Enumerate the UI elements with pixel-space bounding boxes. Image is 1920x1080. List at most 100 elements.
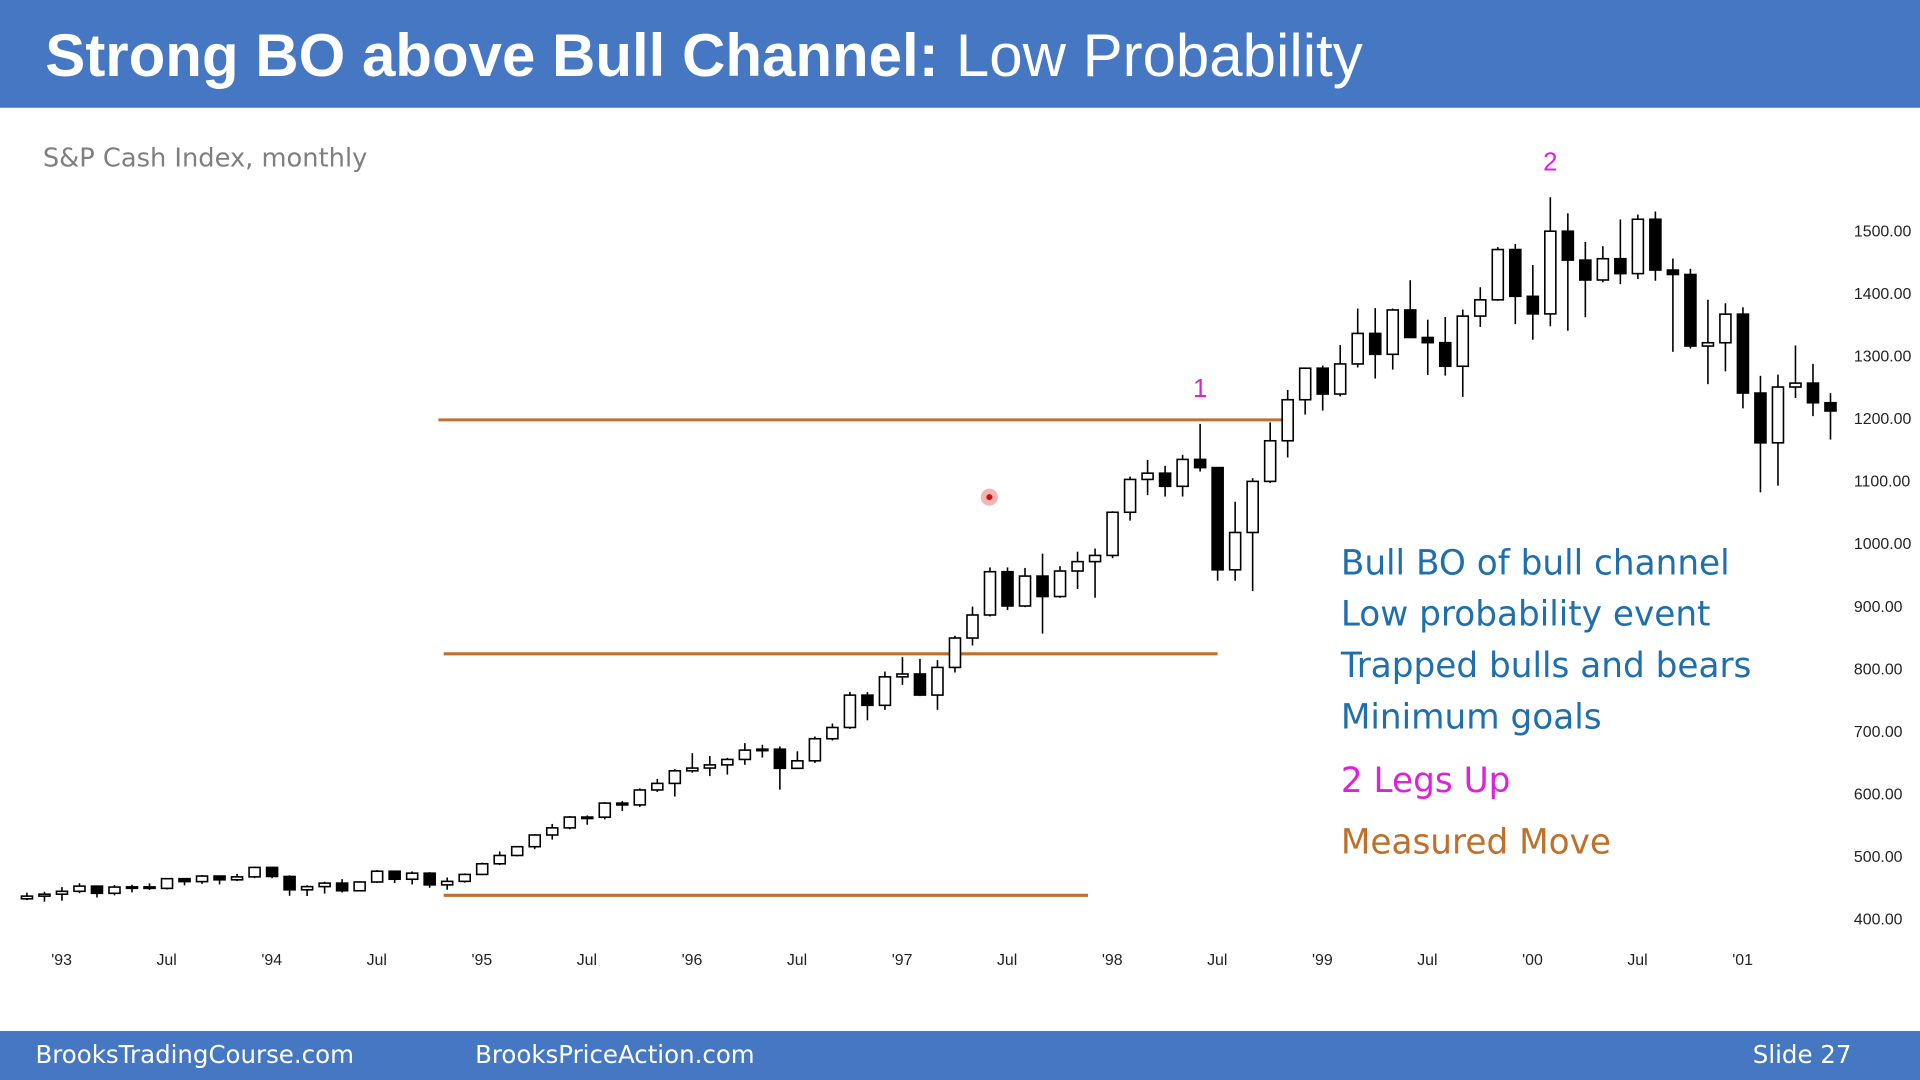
candle-body <box>73 885 86 893</box>
plot: 400.00 500.00 600.00 700.00 800.00 900.00 1000… <box>20 148 1912 969</box>
x-tick-label: '00 <box>1522 952 1543 969</box>
candle-body <box>756 748 769 752</box>
candle-body <box>843 694 857 729</box>
candle-body <box>230 876 244 881</box>
candle-body <box>1333 363 1347 395</box>
x-tick-label: '01 <box>1732 952 1753 969</box>
candle-body <box>1193 458 1207 469</box>
candle-body <box>1473 299 1487 317</box>
candle-body <box>1684 273 1697 347</box>
candle-body <box>1386 309 1400 356</box>
candle-body <box>580 816 594 820</box>
candle-body <box>1123 478 1137 514</box>
x-tick-label: '97 <box>892 952 913 969</box>
y-tick-label: 1000.00 <box>1854 536 1912 553</box>
candle-body <box>1719 313 1732 344</box>
candle-body <box>545 827 559 836</box>
header-bar <box>0 0 1920 108</box>
candle-body <box>20 895 34 900</box>
footer-left[interactable]: BrooksTradingCourse.com <box>36 1040 354 1069</box>
note-line: Trapped bulls and bears <box>1340 646 1752 686</box>
swing-label: 2 <box>1543 148 1557 176</box>
candle-body <box>861 694 874 707</box>
candle-body <box>896 673 909 678</box>
title-main: Strong BO above Bull Channel: <box>45 22 938 89</box>
candle-body <box>440 880 454 886</box>
slide-number: Slide 27 <box>1753 1040 1852 1069</box>
candle-body <box>773 748 787 770</box>
y-tick-label: 700.00 <box>1854 724 1903 741</box>
y-tick-label: 1100.00 <box>1854 474 1910 491</box>
swing-label: 1 <box>1193 375 1207 403</box>
candle-body <box>1438 341 1452 368</box>
y-tick-label: 500.00 <box>1854 849 1903 866</box>
x-tick-label: '99 <box>1312 952 1333 969</box>
candle-body <box>1491 248 1505 301</box>
candle-body <box>633 789 647 806</box>
candle-body <box>791 760 804 770</box>
candle-body <box>458 873 471 883</box>
candle-body <box>423 872 436 886</box>
cursor-dot <box>986 494 993 501</box>
candle-body <box>178 877 191 883</box>
candle-body <box>38 893 51 897</box>
candle-body <box>108 886 121 895</box>
x-tick-label: '93 <box>51 952 72 969</box>
candle-body <box>1403 309 1417 339</box>
candle-body <box>966 614 979 639</box>
candle-body <box>143 886 156 890</box>
candle-body <box>1561 230 1575 261</box>
x-tick-label: '96 <box>682 952 703 969</box>
candle-body <box>1666 269 1680 276</box>
candle-body <box>1281 398 1294 442</box>
candle-body <box>1001 570 1014 607</box>
candle-body <box>1141 472 1154 481</box>
candle-body <box>125 886 139 890</box>
candle-body <box>1158 472 1172 488</box>
candle-body <box>931 666 944 696</box>
x-tick-label: '94 <box>261 952 282 969</box>
y-tick-label: 1300.00 <box>1854 349 1912 366</box>
slide-title: Strong BO above Bull Channel: Low Probabi… <box>45 22 1362 89</box>
candle-body <box>1176 458 1189 488</box>
candle-body <box>1246 480 1259 534</box>
candle-body <box>405 872 419 881</box>
candle-body <box>90 885 104 895</box>
candle-body <box>1579 259 1592 281</box>
candle-body <box>948 637 962 669</box>
candle-body <box>1228 531 1242 571</box>
x-tick-label: Jul <box>787 952 807 969</box>
candle-body <box>650 782 664 791</box>
candle-body <box>300 885 314 891</box>
candle-body <box>475 862 489 876</box>
candle-body <box>1614 257 1627 275</box>
y-tick-label: 1500.00 <box>1854 223 1912 240</box>
candle-body <box>686 767 699 772</box>
candle-body <box>1036 575 1049 598</box>
candle-body <box>1018 575 1032 607</box>
candle-body <box>1088 554 1102 563</box>
candle-body <box>213 875 226 881</box>
candle-body <box>1736 313 1750 394</box>
candle-body <box>160 877 174 890</box>
candle-body <box>721 758 734 766</box>
candle-body <box>318 882 331 888</box>
candle-body <box>738 749 752 761</box>
candle-body <box>1649 218 1662 271</box>
candle-body <box>878 676 892 707</box>
y-tick-label: 600.00 <box>1854 786 1903 803</box>
candle-body <box>1456 315 1470 368</box>
candle-body <box>1509 248 1522 298</box>
candle-body <box>248 866 261 878</box>
candle-body <box>1351 332 1365 365</box>
title-rest: Low Probability <box>956 22 1363 89</box>
x-tick-label: Jul <box>156 952 176 969</box>
y-tick-label: 900.00 <box>1854 599 1903 616</box>
y-tick-label: 1200.00 <box>1854 411 1912 428</box>
candle-body <box>615 802 629 806</box>
footer-middle[interactable]: BrooksPriceAction.com <box>475 1040 755 1069</box>
x-tick-label: Jul <box>1627 952 1647 969</box>
candle-body <box>1806 382 1820 404</box>
candle-body <box>1298 367 1312 401</box>
